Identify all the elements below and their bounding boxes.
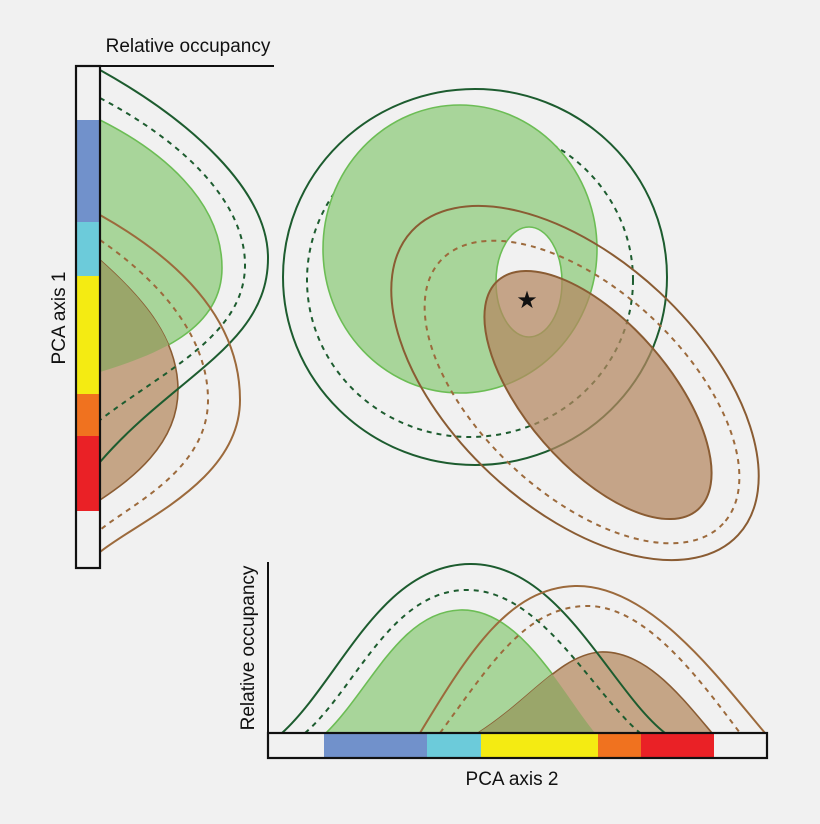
brown-dashed-contour — [423, 239, 741, 545]
color-bar-segment-red — [76, 436, 100, 511]
overlap-region-vertical — [100, 260, 178, 372]
brown-outer-contour-horizontal — [419, 584, 766, 734]
bottom-marginal-panel: Relative occupancy PCA axis 2 — [238, 562, 769, 790]
green-dashed-contour-vertical — [99, 97, 247, 421]
brown-dashed-contour-vertical — [99, 239, 210, 531]
green-outer-contour — [282, 88, 668, 466]
left-axis-label: PCA axis 1 — [49, 272, 70, 365]
color-bar-segment-blue — [324, 733, 427, 758]
horizontal-color-bar — [266, 731, 769, 760]
brown-dashed-contour-horizontal — [439, 604, 741, 734]
green-dashed-contour-horizontal — [304, 588, 641, 734]
color-bar-segment-orange — [76, 394, 100, 436]
color-bar-segment-red — [641, 733, 714, 758]
joint-distribution-panel: ★ — [282, 88, 760, 562]
color-bar-frame — [74, 64, 102, 570]
star-icon: ★ — [516, 286, 538, 314]
brown-outer-contour — [390, 204, 760, 562]
color-bar-frame — [266, 731, 769, 760]
color-bar-segment-yellow — [76, 276, 100, 394]
brown-outer-contour-vertical — [99, 214, 242, 553]
bottom-axis-label: PCA axis 2 — [466, 769, 559, 790]
top-occupancy-label: Relative occupancy — [106, 36, 271, 57]
green-outer-contour-vertical — [99, 69, 270, 463]
color-bar-segment-orange — [598, 733, 641, 758]
color-bar-segment-cyan — [76, 222, 100, 276]
left-marginal-panel: Relative occupancy PCA axis 1 — [49, 36, 274, 570]
vertical-color-bar — [74, 64, 102, 570]
color-bar-segment-blue — [76, 120, 100, 222]
bottom-occupancy-label: Relative occupancy — [238, 565, 259, 730]
green-outer-contour-horizontal — [281, 562, 666, 734]
brown-niche-area — [483, 269, 713, 521]
overlap-region-horizontal — [478, 651, 595, 733]
color-bar-segment-cyan — [427, 733, 481, 758]
color-bar-segment-yellow — [481, 733, 598, 758]
